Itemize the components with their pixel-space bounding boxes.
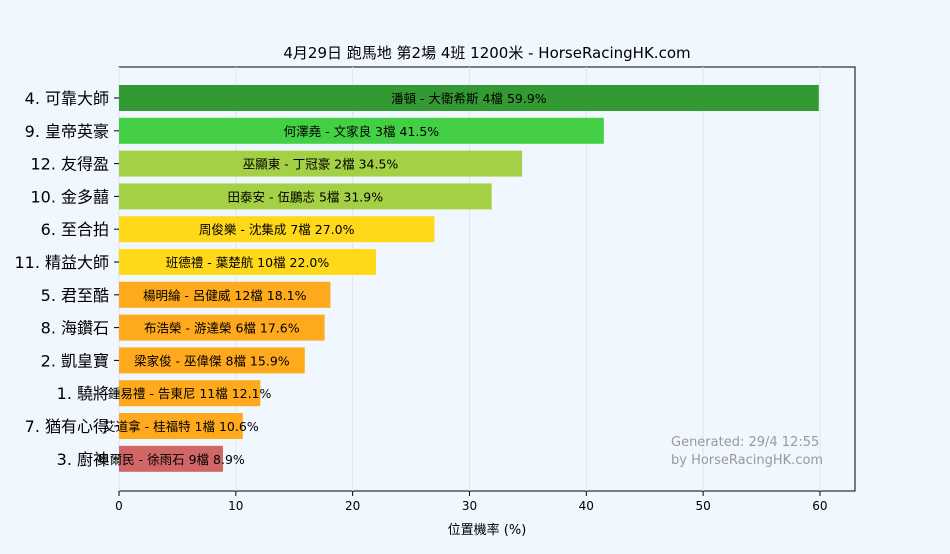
x-axis-label: 位置機率 (%) (448, 522, 527, 538)
bar-label: 周俊樂 - 沈集成 7檔 27.0% (199, 222, 355, 237)
y-tick-label: 8. 海鑽石 (41, 319, 109, 338)
bar (119, 183, 492, 210)
bar (119, 117, 604, 144)
x-tick-label: 30 (462, 499, 477, 513)
bar-label: 潘頓 - 大衛希斯 4檔 59.9% (391, 91, 547, 106)
y-tick-label: 7. 猶有心得 (25, 417, 109, 436)
bar-label: 何澤堯 - 文家良 3檔 41.5% (284, 124, 440, 139)
y-tick-label: 3. 廚神 (57, 450, 109, 469)
bar-label: 奧爾民 - 徐雨石 9檔 8.9% (97, 452, 245, 467)
bar-label: 楊明綸 - 呂健威 12檔 18.1% (143, 288, 307, 303)
y-tick-label: 1. 驍將 (57, 384, 109, 403)
chart-title: 4月29日 跑馬地 第2場 4班 1200米 - HorseRacingHK.c… (283, 44, 690, 62)
bar (119, 249, 377, 275)
bar-label: 梁家俊 - 巫偉傑 8檔 15.9% (134, 353, 290, 368)
bar (119, 281, 331, 308)
bar (119, 216, 435, 243)
x-tick-label: 50 (695, 499, 710, 513)
bar-label: 鍾易禮 - 告東尼 11檔 12.1% (108, 386, 272, 401)
bar (119, 445, 223, 472)
x-tick-label: 60 (812, 499, 827, 513)
bar-label: 班德禮 - 葉楚航 10檔 22.0% (166, 255, 330, 270)
bar (119, 413, 243, 439)
bar (119, 150, 523, 177)
bar-label: 巫顯東 - 丁冠豪 2檔 34.5% (243, 157, 399, 172)
bar (119, 85, 819, 111)
x-tick-label: 10 (228, 499, 243, 513)
y-tick-label: 11. 精益大師 (14, 253, 109, 272)
y-tick-label: 2. 凱皇寶 (41, 351, 109, 370)
generated-note: Generated: 29/4 12:55 (671, 435, 819, 450)
generated-note-source: by HorseRacingHK.com (671, 453, 823, 468)
x-tick-label: 40 (579, 499, 594, 513)
x-tick-label: 20 (345, 499, 360, 513)
bar-label: 田泰安 - 伍鵬志 5檔 31.9% (228, 189, 384, 204)
y-tick-label: 10. 金多囍 (30, 187, 109, 206)
y-tick-label: 4. 可靠大師 (25, 89, 109, 108)
y-tick-label: 12. 友得盈 (30, 155, 109, 174)
x-tick-label: 0 (115, 499, 123, 513)
y-tick-label: 5. 君至酷 (41, 286, 109, 305)
bar (119, 314, 325, 341)
bar (119, 347, 305, 374)
bar-label: 布浩榮 - 游達榮 6檔 17.6% (144, 321, 300, 336)
bar (119, 380, 261, 407)
y-tick-label: 6. 至合拍 (41, 220, 109, 239)
y-tick-label: 9. 皇帝英豪 (25, 122, 109, 141)
bar-label: 艾道拿 - 桂福特 1檔 10.6% (103, 419, 259, 434)
